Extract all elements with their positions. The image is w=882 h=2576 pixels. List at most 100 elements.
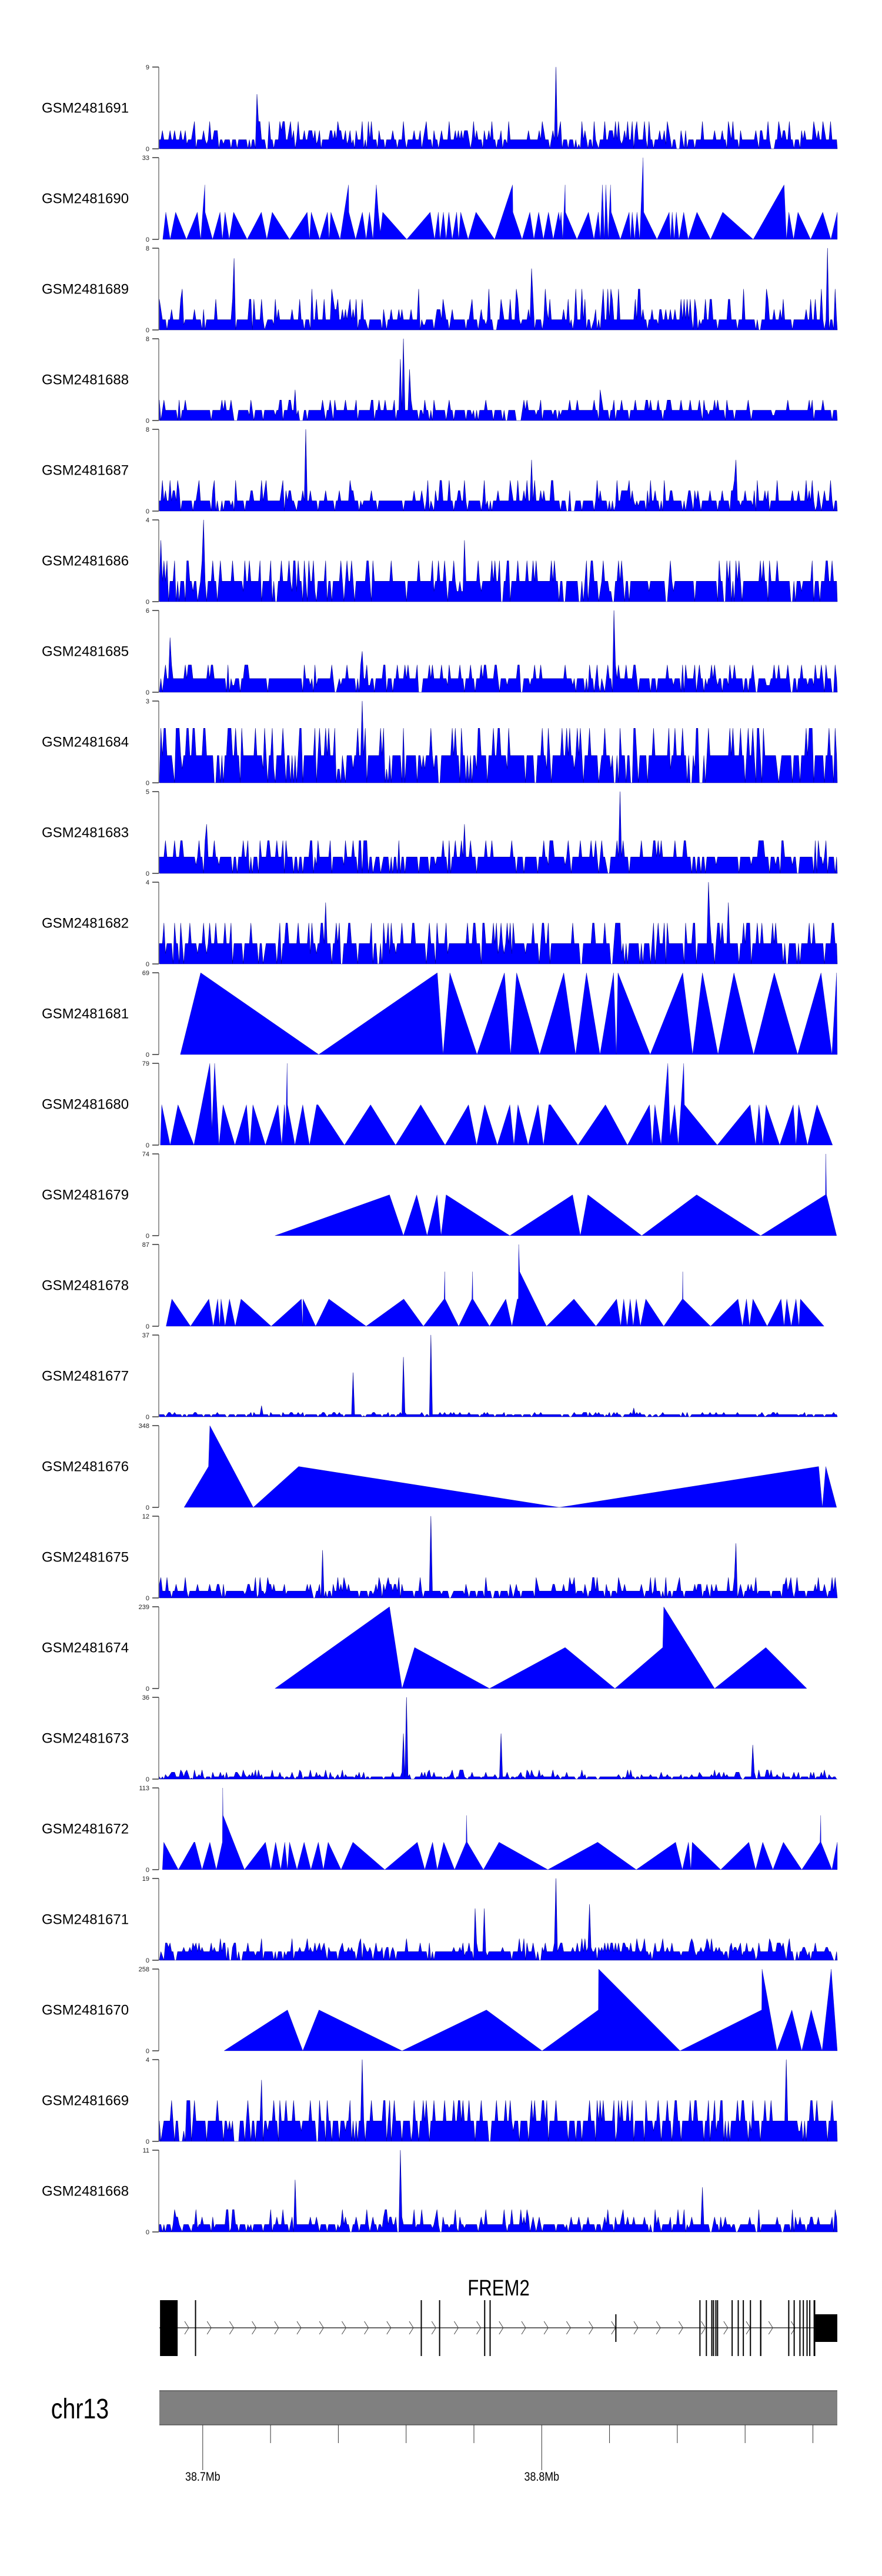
track-gsm2481669: GSM2481669 4 0 — [42, 2057, 838, 2145]
coverage-area — [166, 1244, 824, 1327]
y-tick-label-max: 8 — [146, 336, 149, 343]
y-tick-label-max: 239 — [139, 1604, 149, 1611]
y-tick-label-max: 4 — [146, 2057, 149, 2064]
y-tick-label-min: 0 — [146, 1323, 149, 1330]
coverage-area — [159, 429, 838, 512]
y-tick-label-min: 0 — [146, 418, 149, 425]
track-label: GSM2481683 — [42, 825, 129, 841]
y-tick-label-min: 0 — [146, 961, 149, 968]
exon — [484, 2300, 486, 2356]
strand-chevron-icon — [184, 2321, 189, 2335]
y-tick-label-max: 8 — [146, 245, 149, 252]
coverage-area — [159, 700, 838, 783]
track-gsm2481676: GSM2481676 348 0 — [42, 1423, 837, 1511]
exon — [717, 2300, 719, 2356]
y-tick-label-max: 5 — [146, 789, 149, 796]
coverage-area — [159, 248, 838, 331]
track-gsm2481668: GSM2481668 11 0 — [42, 2147, 838, 2236]
exon — [713, 2300, 714, 2356]
strand-chevron-icon — [296, 2321, 302, 2335]
strand-chevron-icon — [566, 2321, 571, 2335]
track-label: GSM2481681 — [42, 1006, 129, 1022]
chromosome-label: chr13 — [51, 2393, 109, 2425]
strand-chevron-icon — [589, 2321, 594, 2335]
axis-tick-label: 38.7Mb — [185, 2470, 220, 2484]
strand-chevron-icon — [341, 2321, 346, 2335]
exon — [760, 2300, 761, 2356]
strand-chevron-icon — [521, 2321, 526, 2335]
exon — [788, 2300, 790, 2356]
exon — [731, 2300, 733, 2356]
exon — [806, 2300, 808, 2356]
y-tick-label-max: 69 — [142, 970, 149, 977]
track-gsm2481678: GSM2481678 87 0 — [42, 1242, 824, 1330]
coverage-area — [159, 2059, 838, 2142]
y-tick-label-min: 0 — [146, 1504, 149, 1511]
exon — [737, 2300, 739, 2356]
strand-chevron-icon — [274, 2321, 279, 2335]
coverage-area — [159, 1878, 838, 1961]
y-tick-label-min: 0 — [146, 236, 149, 243]
exon — [706, 2300, 707, 2356]
y-tick-label-max: 6 — [146, 608, 149, 615]
exon — [711, 2300, 713, 2356]
coverage-area — [180, 972, 838, 1055]
track-gsm2481680: GSM2481680 79 0 — [42, 1060, 833, 1149]
strand-chevron-icon — [543, 2321, 549, 2335]
track-gsm2481682: GSM2481682 4 0 — [42, 879, 838, 968]
coverage-area — [159, 791, 838, 874]
gene-track: FREM2 — [159, 2276, 837, 2356]
strand-chevron-icon — [656, 2321, 661, 2335]
track-label: GSM2481682 — [42, 916, 129, 932]
track-gsm2481675: GSM2481675 12 0 — [42, 1513, 838, 1602]
track-label: GSM2481691 — [42, 101, 129, 116]
coverage-area — [183, 1425, 837, 1508]
strand-chevron-icon — [431, 2321, 436, 2335]
track-gsm2481674: GSM2481674 239 0 — [42, 1604, 807, 1693]
y-tick-label-max: 9 — [146, 64, 149, 71]
y-tick-label-max: 348 — [139, 1423, 149, 1430]
y-tick-label-max: 8 — [146, 426, 149, 433]
track-gsm2481672: GSM2481672 113 0 — [42, 1785, 838, 1874]
track-gsm2481688: GSM2481688 8 0 — [42, 336, 838, 425]
coverage-area — [159, 2150, 838, 2233]
y-tick-label-min: 0 — [146, 1776, 149, 1783]
y-tick-label-min: 0 — [146, 780, 149, 787]
coverage-area — [159, 882, 838, 965]
y-tick-label-min: 0 — [146, 1052, 149, 1059]
y-tick-label-min: 0 — [146, 599, 149, 606]
track-gsm2481671: GSM2481671 19 0 — [42, 1876, 838, 1964]
track-label: GSM2481673 — [42, 1731, 129, 1747]
exon — [699, 2300, 701, 2356]
exon — [815, 2314, 837, 2342]
strand-chevron-icon — [790, 2321, 796, 2335]
strand-chevron-icon — [768, 2321, 773, 2335]
y-tick-label-max: 36 — [142, 1694, 149, 1701]
y-tick-label-max: 79 — [142, 1060, 149, 1067]
y-tick-label-max: 74 — [142, 1151, 149, 1158]
coverage-area — [223, 1968, 838, 2051]
y-tick-label-min: 0 — [146, 689, 149, 696]
track-label: GSM2481684 — [42, 735, 129, 750]
strand-chevron-icon — [364, 2321, 369, 2335]
chromosome-axis: chr13 38.7Mb 38.8Mb — [51, 2390, 837, 2484]
coverage-area — [275, 1153, 837, 1236]
strand-chevron-icon — [723, 2321, 729, 2335]
y-tick-label-min: 0 — [146, 1686, 149, 1693]
strand-chevron-icon — [476, 2321, 482, 2335]
strand-chevron-icon — [701, 2321, 706, 2335]
track-label: GSM2481678 — [42, 1278, 129, 1294]
track-label: GSM2481668 — [42, 2184, 129, 2200]
exon — [793, 2300, 795, 2356]
exon — [160, 2300, 178, 2356]
y-tick-label-min: 0 — [146, 2229, 149, 2236]
coverage-area — [160, 1063, 833, 1146]
strand-chevron-icon — [229, 2321, 234, 2335]
track-gsm2481673: GSM2481673 36 0 — [42, 1694, 838, 1783]
exon — [715, 2300, 717, 2356]
coverage-area — [275, 1606, 807, 1689]
track-gsm2481681: GSM2481681 69 0 — [42, 970, 838, 1059]
track-gsm2481684: GSM2481684 3 0 — [42, 698, 838, 787]
track-gsm2481687: GSM2481687 8 0 — [42, 426, 838, 515]
